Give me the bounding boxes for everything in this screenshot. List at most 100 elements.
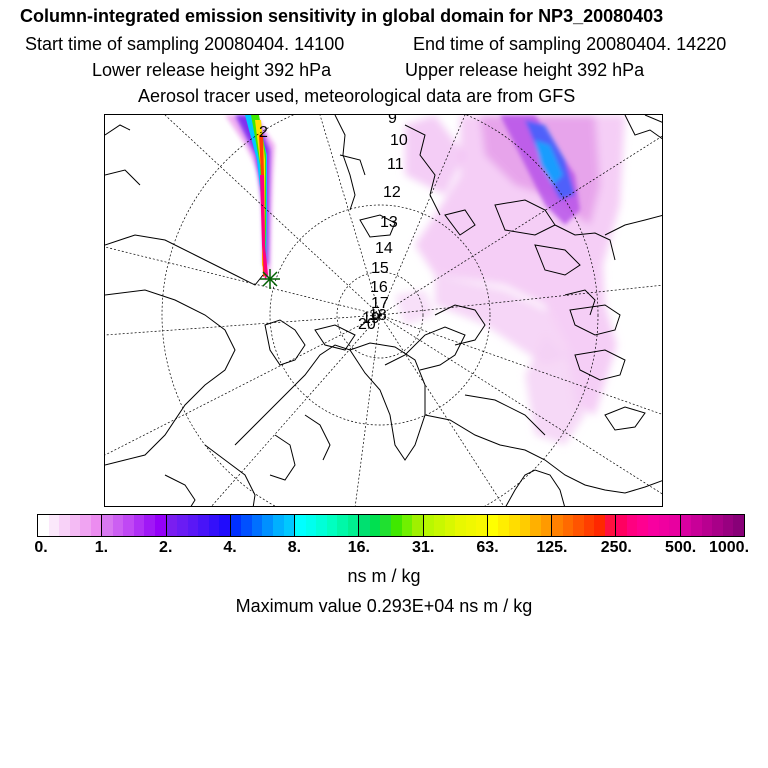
trajectory-labels: 2 9 10 11 12 13 14 15 16 17 18 19 20 (259, 115, 408, 333)
end-time-text: End time of sampling 20080404. 14220 (413, 34, 727, 54)
colorbar-cell (283, 515, 295, 536)
colorbar-tick-label: 1000. (708, 539, 750, 556)
colorbar-group (295, 515, 360, 536)
colorbar-cell (69, 515, 81, 536)
colorbar-group (166, 515, 231, 536)
colorbar-cell (347, 515, 359, 536)
colorbar-cell (272, 515, 284, 536)
colorbar-group (102, 515, 167, 536)
colorbar-cell (295, 515, 306, 536)
colorbar-cell (123, 515, 134, 536)
colorbar-cell (691, 515, 702, 536)
colorbar-cell (112, 515, 124, 536)
colorbar-cell (573, 515, 584, 536)
trajectory-label: 20 (358, 316, 376, 333)
colorbar-cell (701, 515, 713, 536)
colorbar-cell (102, 515, 113, 536)
colorbar-cell (166, 515, 178, 536)
upper-release-height-text: Upper release height 392 hPa (405, 60, 645, 80)
sensitivity-plume-east (395, 115, 625, 445)
colorbar-cell (48, 515, 60, 536)
colorbar-cell (669, 515, 680, 536)
tracer-info-text: Aerosol tracer used, meteorological data… (138, 86, 576, 106)
colorbar-cell (59, 515, 70, 536)
colorbar-units: ns m / kg (347, 566, 421, 586)
colorbar-cell (519, 515, 531, 536)
colorbar-tick-label: 250. (600, 539, 632, 556)
colorbar-cell (498, 515, 509, 536)
colorbar-cell (626, 515, 638, 536)
colorbar-tick-label: 63. (476, 539, 499, 556)
map-canvas: 2 9 10 11 12 13 14 15 16 17 18 19 20 (105, 115, 662, 506)
colorbar-cell (712, 515, 723, 536)
colorbar-tick-label: 125. (536, 539, 568, 556)
colorbar-cell (369, 515, 381, 536)
coastlines (105, 115, 662, 506)
colorbar-cell (401, 515, 413, 536)
trajectory-label: 11 (387, 156, 404, 173)
colorbar-group (552, 515, 617, 536)
colorbar-cell (423, 515, 435, 536)
trajectory-label: 14 (375, 240, 393, 257)
colorbar-cell (177, 515, 188, 536)
colorbar-cell (80, 515, 91, 536)
colorbar-cell (316, 515, 327, 536)
colorbar-cell (187, 515, 199, 536)
colorbar-group (38, 515, 103, 536)
colorbar-cell (733, 515, 744, 536)
colorbar-group (487, 515, 553, 536)
colorbar-cell (476, 515, 487, 536)
colorbar-cell (390, 515, 402, 536)
graticule (105, 115, 662, 506)
maximum-value-text: Maximum value 0.293E+04 ns m / kg (235, 596, 533, 616)
colorbar-cell (305, 515, 317, 536)
colorbar-cell (326, 515, 338, 536)
start-time-text: Start time of sampling 20080404. 14100 (25, 34, 345, 54)
colorbar-cell (583, 515, 595, 536)
trajectory-label: 10 (390, 132, 408, 149)
colorbar-cell (594, 515, 605, 536)
colorbar-group (359, 515, 424, 536)
colorbar-cell (604, 515, 616, 536)
colorbar-cell (680, 515, 692, 536)
colorbar-cell (412, 515, 423, 536)
colorbar-tick-label: 0. (34, 539, 48, 556)
colorbar-cell (465, 515, 477, 536)
colorbar-cell (262, 515, 273, 536)
colorbar-cell (144, 515, 155, 536)
colorbar-cell (90, 515, 102, 536)
colorbar-group (230, 515, 296, 536)
trajectory-label: 13 (380, 214, 398, 231)
colorbar-cell (530, 515, 541, 536)
colorbar-cell (359, 515, 370, 536)
colorbar-tick-label: 16. (347, 539, 370, 556)
colorbar-cell (251, 515, 263, 536)
colorbar-cell (219, 515, 230, 536)
colorbar-tick-label: 31. (412, 539, 435, 556)
colorbar-cell (198, 515, 209, 536)
colorbar-cell (648, 515, 659, 536)
colorbar-cell (455, 515, 466, 536)
colorbar-tick-label: 1. (94, 539, 109, 556)
colorbar-cell (380, 515, 391, 536)
colorbar-cell (540, 515, 552, 536)
colorbar-tick-label: 4. (223, 539, 237, 556)
colorbar-cell (337, 515, 348, 536)
trajectory-label: 17 (371, 295, 389, 312)
colorbar-cell (562, 515, 574, 536)
colorbar-group (616, 515, 681, 536)
colorbar-cell (38, 515, 49, 536)
colorbar-cell (208, 515, 220, 536)
colorbar-cell (616, 515, 627, 536)
trajectory-label: 9 (388, 115, 397, 127)
colorbar-cell (230, 515, 242, 536)
map-title: Column-integrated emission sensitivity i… (20, 6, 664, 26)
colorbar-tick-label: 500. (665, 539, 697, 556)
trajectory-label: 19 (362, 310, 380, 327)
polar-map: 2 9 10 11 12 13 14 15 16 17 18 19 20 (104, 114, 663, 507)
colorbar-group (423, 515, 488, 536)
sensitivity-core-east (500, 115, 580, 225)
colorbar-cell (434, 515, 445, 536)
release-point-icon (260, 269, 280, 289)
colorbar-tick-label: 8. (287, 539, 302, 556)
